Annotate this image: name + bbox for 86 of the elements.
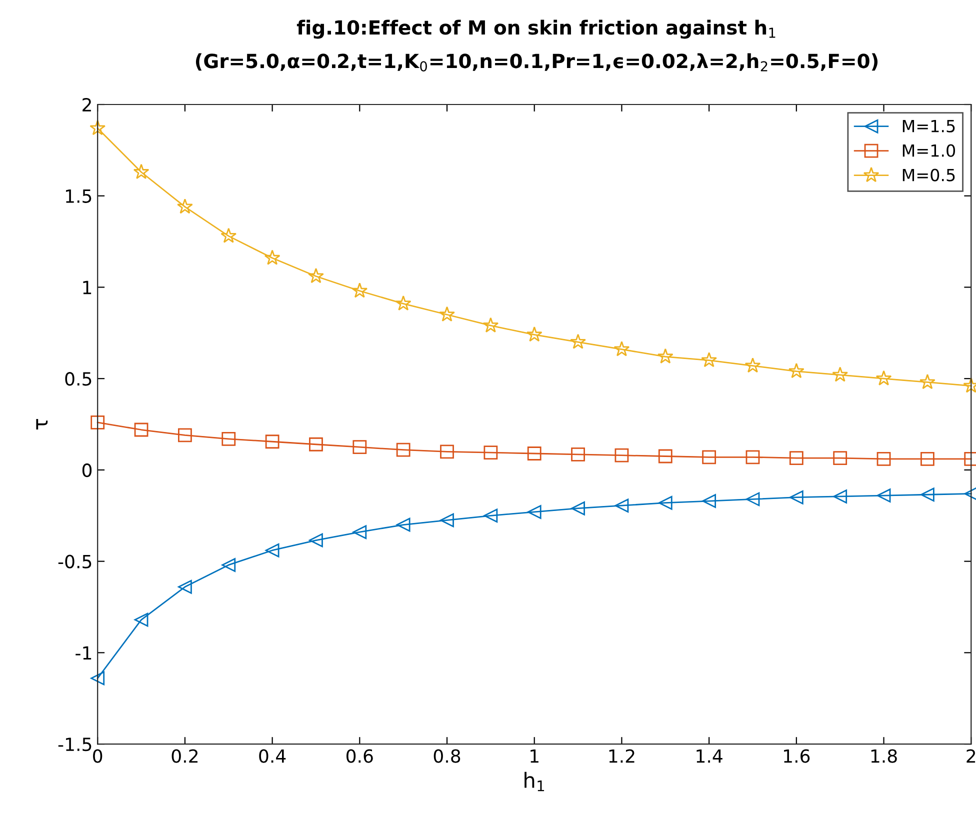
- point: [789, 490, 804, 504]
- y-tick-label: 1: [83, 280, 92, 294]
- x-tick-label: 0.4: [259, 749, 286, 763]
- point: [440, 513, 454, 528]
- x-tick-label: 1.2: [609, 749, 634, 763]
- point: [352, 282, 368, 298]
- point: [308, 268, 324, 284]
- point: [222, 432, 236, 446]
- point: [90, 120, 106, 136]
- point: [396, 442, 410, 457]
- point: [352, 440, 367, 454]
- x-tick-label: 1.4: [696, 749, 722, 763]
- x-tick-label: 0: [93, 749, 102, 763]
- x-tick-label: 2: [966, 749, 976, 763]
- point: [919, 374, 936, 390]
- point: [744, 357, 761, 373]
- point: [614, 498, 629, 513]
- point: [395, 295, 412, 311]
- point: [134, 422, 148, 437]
- point: [614, 341, 630, 356]
- point: [527, 505, 542, 519]
- point: [178, 428, 192, 442]
- point: [309, 437, 323, 452]
- point: [876, 488, 891, 502]
- point: [701, 352, 718, 368]
- point: [920, 488, 934, 502]
- x-tick-label: 0.8: [434, 749, 460, 763]
- legend-label: M=1.5: [902, 120, 955, 132]
- y-tick-label: 0: [82, 463, 92, 478]
- point: [222, 558, 236, 572]
- point: [178, 580, 192, 594]
- point: [832, 366, 848, 382]
- point: [527, 446, 542, 460]
- point: [746, 492, 760, 506]
- x-tick-label: 1.6: [784, 749, 810, 763]
- point: [264, 250, 280, 265]
- point: [526, 326, 542, 342]
- y-tick-label: 0.5: [65, 372, 92, 386]
- point: [309, 533, 323, 548]
- point: [658, 449, 672, 464]
- point: [833, 490, 848, 504]
- point: [439, 306, 455, 322]
- legend-label: M=1.0: [902, 144, 956, 157]
- point: [134, 612, 148, 627]
- y-tick-label: 1.5: [66, 190, 92, 203]
- point: [571, 501, 585, 516]
- point: [440, 444, 454, 459]
- point: [571, 447, 585, 462]
- point: [746, 450, 760, 464]
- point: [789, 451, 804, 466]
- point: [90, 416, 105, 430]
- point: [176, 198, 193, 214]
- point: [702, 494, 716, 508]
- x-axis-title: h$_{1}$: [524, 772, 544, 792]
- point: [265, 543, 280, 558]
- x-tick-label: 1: [530, 749, 538, 763]
- point: [220, 228, 237, 243]
- point: [484, 508, 498, 523]
- point: [876, 370, 892, 386]
- y-tick-label: -1.5: [58, 738, 92, 752]
- legend-label: M=0.5: [902, 168, 955, 182]
- point: [396, 518, 410, 532]
- point: [658, 496, 672, 510]
- y-tick-label: -0.5: [58, 554, 92, 568]
- chart-title: fig.10:Effect of M on skin friction against h$_{1}$: [296, 20, 776, 39]
- point: [484, 446, 498, 460]
- point: [614, 448, 629, 462]
- x-tick-label: 0.2: [172, 749, 198, 763]
- point: [876, 452, 891, 466]
- x-tick-label: 0.6: [346, 749, 373, 763]
- point: [265, 434, 280, 449]
- x-tick-label: 1.8: [871, 749, 897, 763]
- y-axis-title: τ: [36, 419, 48, 430]
- point: [90, 671, 105, 686]
- point: [352, 525, 367, 540]
- point: [657, 348, 674, 364]
- chart-subtitle: (Gr=5.0,α=0.2,t=1,K$_{0}$=10,n=0.1,Pr=1,ϵ=0.02,λ=2,h$_{2}$=0.5,F=0): [196, 53, 878, 72]
- point: [570, 334, 586, 349]
- point: [788, 362, 804, 378]
- point: [702, 450, 716, 464]
- y-tick-label: -1: [76, 646, 92, 660]
- point: [920, 452, 934, 466]
- point: [482, 317, 499, 332]
- point: [833, 451, 848, 466]
- point: [133, 164, 150, 179]
- y-tick-label: 2: [82, 98, 91, 112]
